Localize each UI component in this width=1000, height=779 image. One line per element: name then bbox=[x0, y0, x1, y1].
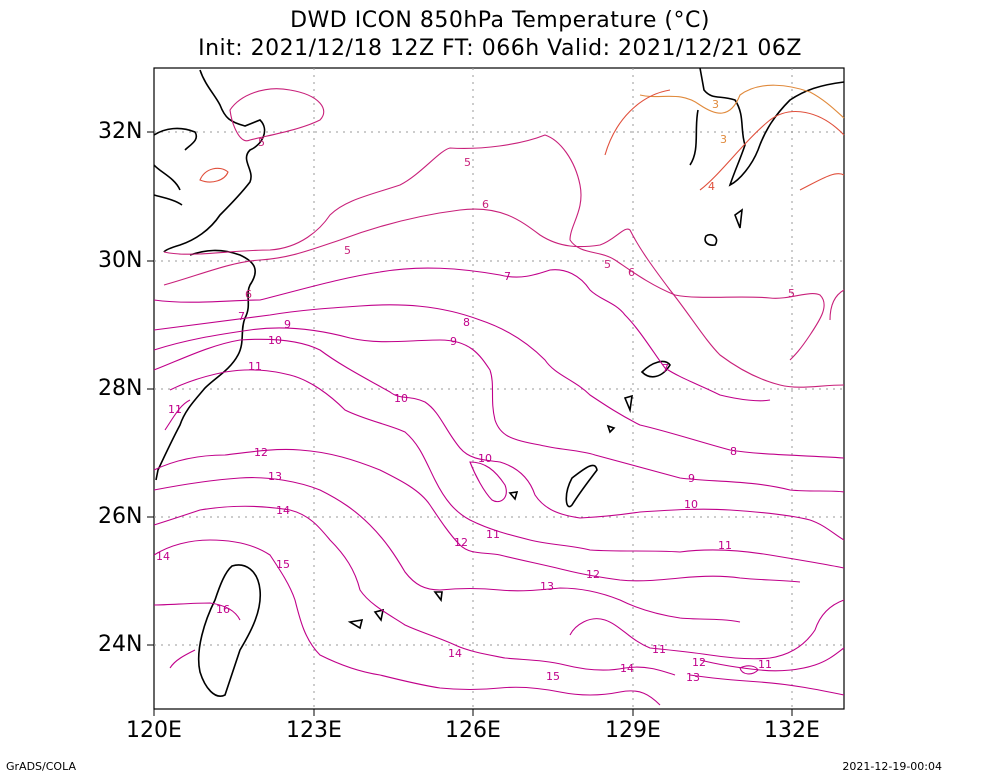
contour-label-15-a: 15 bbox=[276, 558, 290, 571]
contour-8 bbox=[153, 304, 845, 459]
contour-label-13-a: 13 bbox=[268, 470, 282, 483]
contour-15 bbox=[153, 539, 661, 706]
software-credit: GrADS/COLA bbox=[6, 760, 76, 773]
contour-label-5-d: 5 bbox=[604, 258, 611, 271]
contour-6 bbox=[163, 208, 845, 388]
contour-label-12-b: 12 bbox=[454, 536, 468, 549]
contour-10-loop bbox=[469, 461, 507, 503]
contours bbox=[153, 84, 845, 706]
contour-11-south bbox=[569, 599, 845, 660]
contour-label-13-b: 13 bbox=[540, 580, 554, 593]
generation-timestamp: 2021-12-19-00:04 bbox=[842, 760, 942, 773]
contour-label-14-b: 14 bbox=[156, 550, 170, 563]
lon-label-129e: 129E bbox=[605, 718, 661, 743]
ryukyu-islands bbox=[347, 208, 743, 630]
contour-11 bbox=[169, 369, 845, 569]
contour-14 bbox=[153, 505, 676, 676]
contour-9 bbox=[153, 327, 845, 493]
contour-label-12-d: 12 bbox=[692, 656, 706, 669]
map-title-line1: DWD ICON 850hPa Temperature (°C) bbox=[290, 8, 710, 33]
contour-10 bbox=[153, 338, 845, 541]
lat-label-28n: 28N bbox=[98, 376, 143, 401]
contour-label-11-a: 11 bbox=[248, 360, 262, 373]
contour-3 bbox=[639, 84, 845, 119]
lon-label-132e: 132E bbox=[764, 718, 820, 743]
contour-label-11-c: 11 bbox=[486, 528, 500, 541]
contour-label-14-c: 14 bbox=[448, 647, 462, 660]
taiwan bbox=[197, 564, 262, 697]
lon-label-120e: 120E bbox=[126, 718, 182, 743]
contour-label-14-d: 14 bbox=[620, 662, 634, 675]
contour-label-9-a: 9 bbox=[284, 318, 291, 331]
contour-label-13-c: 13 bbox=[686, 671, 700, 684]
contour-label-10-b: 10 bbox=[394, 392, 408, 405]
lon-label-123e: 123E bbox=[286, 718, 342, 743]
china-coast-north bbox=[153, 127, 198, 206]
contour-label-10-a: 10 bbox=[268, 334, 282, 347]
contour-label-14-a: 14 bbox=[276, 504, 290, 517]
contour-label-5-c: 5 bbox=[344, 244, 351, 257]
lat-label-32n: 32N bbox=[98, 119, 143, 144]
contour-label-5-a: 5 bbox=[258, 136, 265, 149]
contour-label-12-c: 12 bbox=[586, 568, 600, 581]
contour-11-west bbox=[164, 399, 191, 431]
contour-5-north bbox=[229, 88, 325, 142]
lat-label-30n: 30N bbox=[98, 248, 143, 273]
contour-label-6-b: 6 bbox=[628, 266, 635, 279]
china-coast bbox=[155, 69, 266, 481]
contour-16-small bbox=[739, 665, 759, 675]
contour-12 bbox=[153, 448, 845, 672]
map-title-line2: Init: 2021/12/18 12Z FT: 066h Valid: 202… bbox=[198, 36, 802, 61]
contour-label-11-b: 11 bbox=[168, 403, 182, 416]
lat-label-26n: 26N bbox=[98, 504, 143, 529]
contour-label-10-c: 10 bbox=[478, 452, 492, 465]
graticule bbox=[154, 68, 844, 709]
contour-13 bbox=[153, 477, 845, 696]
contour-label-6-a: 6 bbox=[482, 198, 489, 211]
contour-label-8-b: 8 bbox=[730, 445, 737, 458]
contour-label-9-c: 9 bbox=[688, 472, 695, 485]
contour-label-5-e: 5 bbox=[788, 287, 795, 300]
contour-5-island bbox=[199, 167, 229, 183]
contour-label-10-d: 10 bbox=[684, 498, 698, 511]
contour-label-15-b: 15 bbox=[546, 670, 560, 683]
lat-label-24n: 24N bbox=[98, 632, 143, 657]
contour-label-12-a: 12 bbox=[254, 446, 268, 459]
contour-label-5-b: 5 bbox=[464, 156, 471, 169]
contour-5 bbox=[163, 134, 845, 361]
contour-4 bbox=[604, 89, 845, 191]
contour-label-4: 4 bbox=[708, 180, 715, 193]
contour-label-6-c: 6 bbox=[245, 288, 252, 301]
contour-label-7-b: 7 bbox=[238, 310, 245, 323]
contour-label-8-a: 8 bbox=[463, 316, 470, 329]
contour-label-3: 3 bbox=[712, 98, 719, 111]
contour-7 bbox=[153, 267, 771, 402]
contour-label-3-b: 3 bbox=[720, 133, 727, 146]
contour-labels: 3 3 4 5 5 5 5 5 6 6 6 7 7 7 8 8 9 9 9 10… bbox=[156, 98, 795, 684]
lon-label-126e: 126E bbox=[445, 718, 501, 743]
contour-label-11-f: 11 bbox=[758, 658, 772, 671]
contour-label-16: 16 bbox=[216, 603, 230, 616]
contour-label-11-d: 11 bbox=[718, 539, 732, 552]
contour-label-7-a: 7 bbox=[504, 270, 511, 283]
kyushu bbox=[689, 67, 845, 187]
contour-label-11-e: 11 bbox=[652, 643, 666, 656]
coastlines bbox=[153, 67, 845, 697]
ticks bbox=[147, 131, 793, 716]
contour-label-9-b: 9 bbox=[450, 335, 457, 348]
contour-label-7-c: 7 bbox=[662, 362, 669, 375]
contour-16 bbox=[153, 602, 241, 669]
